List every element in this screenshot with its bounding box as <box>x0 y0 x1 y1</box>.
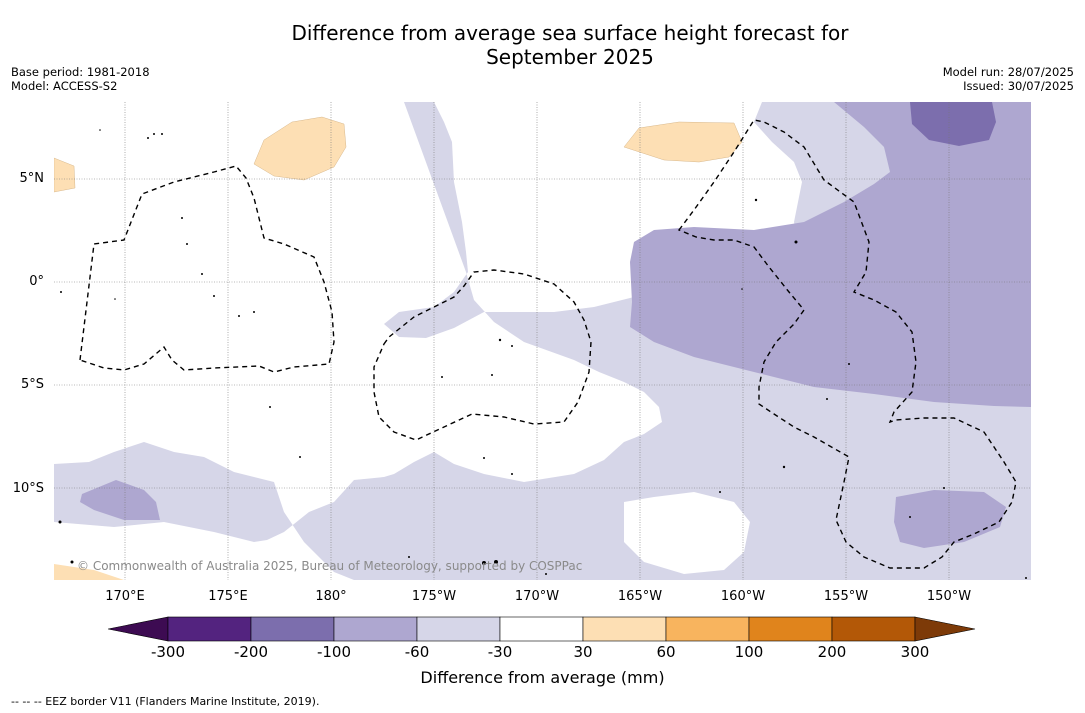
graticule <box>54 102 1031 580</box>
colorbar-cell <box>416 616 501 642</box>
contour-orange-southwest-corner <box>54 564 124 580</box>
colorbar-tick-label: -30 <box>487 643 513 661</box>
eez-borders <box>79 119 1017 569</box>
colorbar-tick-label: -100 <box>316 643 352 661</box>
colorbar-tick-label: 30 <box>573 643 593 661</box>
eez-legend-note: -- -- -- EEZ border V11 (Flanders Marine… <box>11 695 320 708</box>
lon-label-170w: 170°W <box>514 589 560 604</box>
meta-right: Model run: 28/07/2025 Issued: 30/07/2025 <box>943 65 1074 93</box>
contour-orange-north <box>623 121 743 163</box>
contour-purple-southwest <box>80 480 160 520</box>
colorbar-cell <box>499 616 584 642</box>
colorbar-cell <box>831 616 916 642</box>
colorbar-cell <box>250 616 335 642</box>
lon-label-160w: 160°W <box>720 589 766 604</box>
map-canvas <box>54 102 1031 580</box>
lon-label-150w: 150°W <box>926 589 972 604</box>
colorbar-title: Difference from average (mm) <box>420 668 665 687</box>
copyright-text: © Commonwealth of Australia 2025, Bureau… <box>77 559 583 573</box>
contour-orange-west-edge <box>54 157 76 193</box>
colorbar-cell <box>665 616 750 642</box>
meta-left: Base period: 1981-2018 Model: ACCESS-S2 <box>11 65 150 93</box>
lon-label-175w: 175°W <box>411 589 457 604</box>
colorbar-cell <box>333 616 418 642</box>
colorbar-tick-label: 300 <box>900 643 930 661</box>
contour-purple-southeast <box>894 490 1006 548</box>
lon-label-175e: 175°E <box>208 589 248 604</box>
colorbar-tick-label: 100 <box>734 643 764 661</box>
colorbar-cell <box>167 616 252 642</box>
lat-label-10s: 10°S <box>12 481 44 496</box>
colorbar-tick-label: -60 <box>404 643 430 661</box>
colorbar-cell <box>582 616 667 642</box>
colorbar-tick-label: 60 <box>656 643 676 661</box>
contour-medium-purple <box>630 102 1031 407</box>
issued-date: Issued: 30/07/2025 <box>963 79 1074 93</box>
contour-orange-northwest <box>253 116 347 181</box>
contour-dark-purple <box>910 102 996 146</box>
chart-title: Difference from average sea surface heig… <box>0 21 1085 69</box>
lon-label-170e: 170°E <box>105 589 145 604</box>
colorbar-extend-low <box>108 616 169 642</box>
colorbar-extend-high <box>914 616 976 642</box>
model-name: Model: ACCESS-S2 <box>11 79 118 93</box>
colorbar-tick-label: -200 <box>233 643 269 661</box>
title-line-1: Difference from average sea surface heig… <box>291 21 849 45</box>
lon-label-155w: 155°W <box>823 589 869 604</box>
islands <box>58 129 1027 579</box>
lon-label-165w: 165°W <box>617 589 663 604</box>
lat-label-0: 0° <box>29 274 44 289</box>
lat-label-5s: 5°S <box>20 377 44 392</box>
title-line-2: September 2025 <box>486 45 654 69</box>
colorbar-cell <box>748 616 833 642</box>
colorbar <box>108 616 976 642</box>
lon-label-180: 180° <box>315 589 347 604</box>
colorbar-tick-label: -300 <box>150 643 186 661</box>
base-period: Base period: 1981-2018 <box>11 65 150 79</box>
contour-light-lavender <box>54 102 1031 580</box>
map-panel <box>54 102 1031 580</box>
lat-label-5n: 5°N <box>19 171 45 186</box>
contour-white-south <box>624 492 750 574</box>
colorbar-tick-label: 200 <box>817 643 847 661</box>
model-run: Model run: 28/07/2025 <box>942 65 1074 79</box>
